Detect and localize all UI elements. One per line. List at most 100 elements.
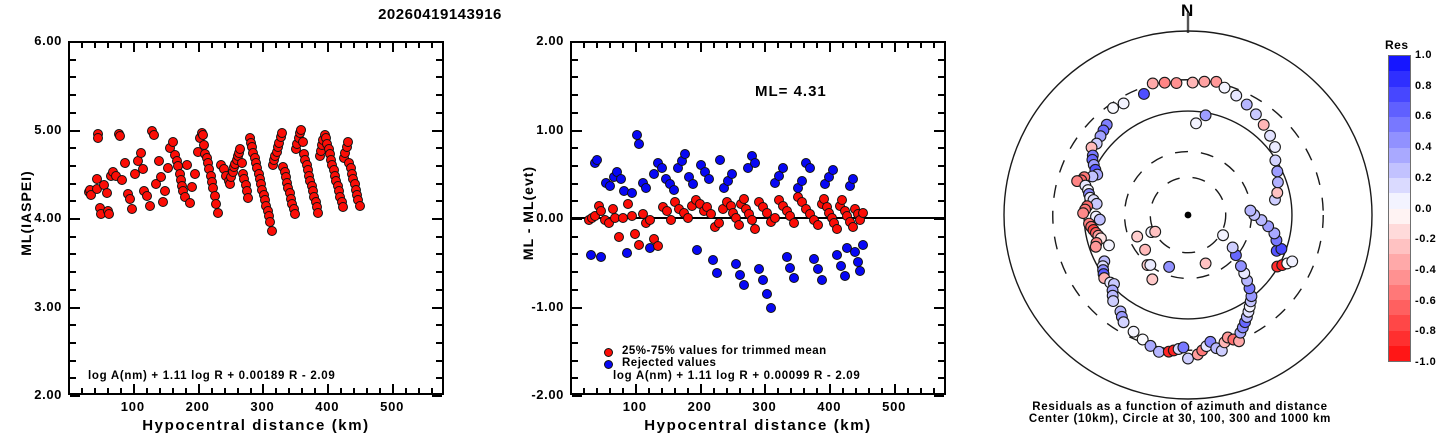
polar-data-point — [1127, 325, 1140, 338]
x-tick — [881, 43, 884, 48]
colorbar-band — [1389, 345, 1410, 361]
x-tick — [647, 43, 650, 48]
y-minor-tick — [436, 271, 442, 274]
x-tick — [842, 43, 845, 48]
x-tick — [301, 43, 304, 48]
polar-residual-plot — [1003, 13, 1373, 400]
y-tick-label: 1.00 — [536, 121, 564, 137]
data-point — [850, 246, 861, 257]
data-point — [92, 174, 103, 185]
y-major-tick — [934, 306, 944, 309]
y-minor-tick — [938, 58, 944, 61]
x-tick — [171, 388, 174, 393]
colorbar-band — [1389, 300, 1410, 316]
data-point — [297, 136, 308, 147]
x-tick — [595, 388, 598, 393]
colorbar-band — [1389, 269, 1410, 285]
colorbar-band — [1389, 239, 1410, 255]
data-point — [142, 190, 153, 201]
data-point — [789, 273, 800, 284]
polar-data-point — [1286, 255, 1299, 268]
y-minor-tick — [938, 76, 944, 79]
data-point — [629, 228, 640, 239]
polar-data-point — [1271, 186, 1284, 199]
north-label: N — [1181, 1, 1194, 20]
y-minor-tick — [70, 76, 76, 79]
polar-data-point — [1257, 118, 1270, 131]
data-point — [797, 175, 808, 186]
zero-residual-line — [570, 217, 946, 219]
data-point — [135, 147, 146, 158]
x-tick — [249, 43, 252, 48]
y-minor-tick — [436, 164, 442, 167]
data-point — [103, 208, 114, 219]
x-tick-label: 100 — [120, 399, 145, 414]
data-point — [148, 129, 159, 140]
x-tick — [816, 388, 819, 393]
x-tick — [842, 388, 845, 393]
x-tick — [868, 388, 871, 393]
x-tick — [327, 43, 330, 52]
colorbar-band — [1389, 193, 1410, 209]
data-point — [832, 223, 843, 234]
data-point — [714, 218, 725, 229]
x-tick — [764, 384, 767, 393]
data-point — [101, 188, 112, 199]
colorbar: Res 1.0 0.8 0.6 0.4 0.2 0.0 -0.2 -0.4 -0.6 -0.8 -1… — [1384, 38, 1437, 378]
x-tick — [275, 388, 278, 393]
data-point — [197, 129, 208, 140]
y-minor-tick — [572, 271, 578, 274]
y-minor-tick — [70, 182, 76, 185]
colorbar-band — [1389, 284, 1410, 300]
data-point — [816, 274, 827, 285]
y-minor-tick — [938, 377, 944, 380]
data-point — [623, 198, 634, 209]
y-minor-tick — [436, 147, 442, 150]
polar-data-point — [1240, 98, 1253, 111]
x-tick — [608, 43, 611, 48]
x-tick — [353, 388, 356, 393]
x-tick — [699, 43, 702, 52]
polar-data-point — [1158, 76, 1171, 89]
polar-data-point — [1107, 295, 1120, 308]
legend-swatch-red — [604, 348, 613, 357]
y-minor-tick — [938, 271, 944, 274]
x-tick — [803, 43, 806, 48]
y-minor-tick — [572, 147, 578, 150]
x-tick — [366, 43, 369, 48]
x-tick — [301, 388, 304, 393]
data-point — [666, 214, 677, 225]
x-tick — [647, 388, 650, 393]
y-minor-tick — [938, 111, 944, 114]
x-tick — [275, 43, 278, 48]
x-tick — [262, 384, 265, 393]
data-point — [692, 244, 703, 255]
y-minor-tick — [436, 200, 442, 203]
polar-center-dot — [1184, 211, 1192, 219]
y-minor-tick — [572, 182, 578, 185]
data-point — [313, 207, 324, 218]
y-minor-tick — [938, 288, 944, 291]
y-minor-tick — [572, 235, 578, 238]
data-point — [828, 165, 839, 176]
y-major-tick — [70, 129, 80, 132]
x-tick — [686, 388, 689, 393]
y-minor-tick — [70, 164, 76, 167]
x-tick — [314, 43, 317, 48]
colorbar-gradient — [1388, 55, 1411, 362]
data-point — [847, 221, 858, 232]
data-point — [343, 136, 354, 147]
y-major-tick — [432, 218, 442, 220]
y-minor-tick — [938, 94, 944, 97]
y-tick-label: 6.00 — [34, 33, 62, 48]
x-tick — [907, 388, 910, 393]
x-tick — [249, 388, 252, 393]
polar-data-point — [1144, 259, 1157, 271]
x-tick — [340, 388, 343, 393]
data-point — [603, 218, 614, 229]
ring-1000km — [1003, 30, 1373, 400]
y-minor-tick — [572, 111, 578, 114]
polar-data-point — [1244, 204, 1257, 217]
y-minor-tick — [70, 359, 76, 362]
data-point — [715, 154, 726, 165]
